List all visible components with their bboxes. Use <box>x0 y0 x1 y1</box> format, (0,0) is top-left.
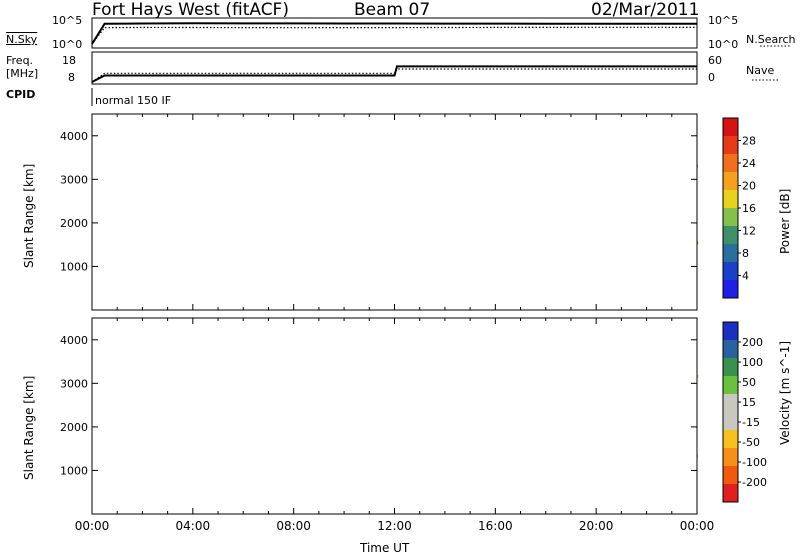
x-tick-label: 00:00 <box>75 519 110 533</box>
x-tick-label: 04:00 <box>176 519 211 533</box>
power-colorbar-tick-label: 12 <box>742 225 756 238</box>
x-tick-label: 16:00 <box>478 519 513 533</box>
velocity-colorbar-swatch <box>723 430 738 449</box>
power-ytick-label: 3000 <box>60 173 88 186</box>
velocity-colorbar-swatch <box>723 376 738 395</box>
power-colorbar-tick-label: 16 <box>742 202 756 215</box>
noise-sky-line <box>91 22 698 45</box>
date-label: 02/Mar/2011 <box>591 0 700 20</box>
velocity-colorbar-tick-label: 200 <box>742 336 763 349</box>
freq-unit-label: [MHz] <box>6 67 39 80</box>
power-colorbar-swatch <box>723 190 738 209</box>
power-colorbar-swatch <box>723 244 738 263</box>
velocity-colorbar-tick-label: -50 <box>742 436 760 449</box>
velocity-ytick-label: 1000 <box>60 464 88 477</box>
noise-sky-label: N.Sky <box>6 33 38 46</box>
freq-panel-frame <box>91 51 698 85</box>
power-colorbar-swatch <box>723 136 738 155</box>
power-colorbar-tick-label: 24 <box>742 157 756 170</box>
power-ytick-label: 2000 <box>60 217 88 230</box>
velocity-ytick-label: 3000 <box>60 377 88 390</box>
power-y-axis-label: Slant Range [km] <box>22 163 36 268</box>
power-colorbar-tick-label: 28 <box>742 135 756 148</box>
velocity-colorbar-swatch <box>723 448 738 467</box>
power-colorbar-tick-label: 8 <box>742 247 749 260</box>
velocity-panel-frame <box>91 317 698 515</box>
x-tick-label: 12:00 <box>377 519 412 533</box>
freq-label: Freq. <box>6 54 34 67</box>
x-axis-label: Time UT <box>360 541 410 555</box>
velocity-colorbar-swatch <box>723 394 738 413</box>
cpid-label: CPID <box>6 88 36 101</box>
nave-label: Nave <box>746 64 775 77</box>
velocity-colorbar-tick-label: 15 <box>742 396 756 409</box>
velocity-colorbar-swatch <box>723 484 738 503</box>
power-colorbar-swatch <box>723 262 738 281</box>
velocity-colorbar-tick-label: -200 <box>742 476 767 489</box>
chart-title: Fort Hays West (fitACF) <box>92 0 289 20</box>
velocity-ytick-label: 4000 <box>60 334 88 347</box>
velocity-colorbar-swatch <box>723 412 738 431</box>
beam-label: Beam 07 <box>354 0 431 20</box>
nave-tick-top: 60 <box>708 54 722 67</box>
velocity-ytick-label: 2000 <box>60 421 88 434</box>
power-panel-frame <box>91 113 698 311</box>
cpid-text: normal 150 IF <box>95 94 172 107</box>
noise-right-tick-bottom: 10^0 <box>708 38 739 51</box>
power-colorbar-tick-label: 20 <box>742 180 756 193</box>
power-colorbar-swatch <box>723 172 738 191</box>
noise-right-tick-top: 10^5 <box>708 14 739 27</box>
noise-search-line <box>91 26 698 45</box>
x-tick-label: 08:00 <box>276 519 311 533</box>
axes-layer: 1000200030004000481216202428100020003000… <box>60 17 790 533</box>
freq-tick-top: 18 <box>62 54 76 67</box>
nave-tick-bottom: 0 <box>708 71 715 84</box>
noise-panel-frame <box>91 17 698 49</box>
velocity-colorbar-tick-label: -100 <box>742 456 767 469</box>
velocity-colorbar-frame <box>722 321 739 503</box>
power-colorbar-swatch <box>723 118 738 137</box>
velocity-colorbar-tick-label: -15 <box>742 416 760 429</box>
velocity-colorbar-swatch <box>723 466 738 485</box>
power-colorbar-swatch <box>723 226 738 245</box>
freq-tick-bottom: 8 <box>68 71 75 84</box>
power-colorbar-swatch <box>723 208 738 227</box>
power-colorbar-tick-label: 4 <box>742 270 749 283</box>
velocity-colorbar-swatch <box>723 340 738 359</box>
power-colorbar-swatch <box>723 154 738 173</box>
nave-line <box>91 68 697 83</box>
power-ytick-label: 1000 <box>60 260 88 273</box>
freq-line <box>91 65 697 83</box>
velocity-colorbar-label: Velocity [m s^-1] <box>778 340 792 445</box>
x-tick-label: 00:00 <box>680 519 715 533</box>
power-ytick-label: 4000 <box>60 130 88 143</box>
noise-left-tick-bottom: 10^0 <box>52 38 83 51</box>
velocity-colorbar-swatch <box>723 358 738 377</box>
power-colorbar-label: Power [dB] <box>778 188 792 254</box>
velocity-colorbar-swatch <box>723 322 738 341</box>
noise-left-tick-top: 10^5 <box>52 14 83 27</box>
noise-search-label: N.Search <box>746 33 796 46</box>
velocity-y-axis-label: Slant Range [km] <box>22 375 36 480</box>
velocity-colorbar-tick-label: 50 <box>742 376 756 389</box>
power-colorbar-swatch <box>723 280 738 299</box>
velocity-colorbar-tick-label: 100 <box>742 356 763 369</box>
x-tick-label: 20:00 <box>579 519 614 533</box>
